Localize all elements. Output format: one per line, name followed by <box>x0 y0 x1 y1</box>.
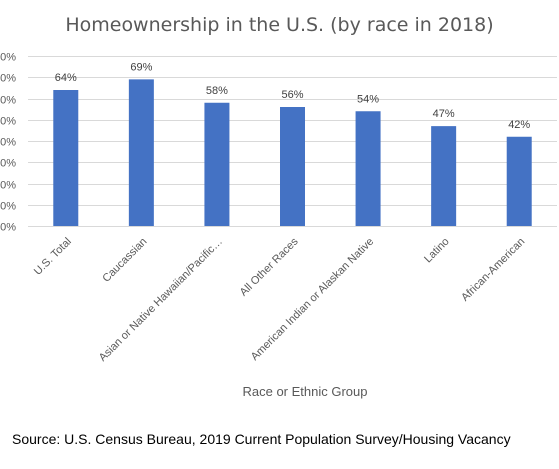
data-label: 54% <box>357 93 379 105</box>
data-label: 47% <box>433 108 455 120</box>
x-category-label: All Other Races <box>238 235 301 298</box>
x-category-label: Caucassian <box>100 236 149 285</box>
bar <box>506 136 532 226</box>
y-tick-label: 70% <box>0 73 16 85</box>
bar <box>355 111 381 226</box>
chart-title: Homeownership in the U.S. (by race in 20… <box>65 14 493 36</box>
data-labels: 64% 69% 58% 56% 54% 47% 42% <box>55 61 531 130</box>
bar <box>431 126 457 226</box>
data-label: 64% <box>55 72 77 84</box>
y-axis-ticks: 0% 10% 20% 30% 40% 50% 60% 70% 80% <box>0 52 16 234</box>
x-category-label: American Indian or Alaskan Native <box>249 236 376 363</box>
y-tick-label: 30% <box>0 158 16 170</box>
data-label: 56% <box>281 89 303 101</box>
x-category-label: Latino <box>422 236 452 266</box>
bar <box>53 90 79 226</box>
y-tick-label: 80% <box>0 52 16 64</box>
y-tick-label: 20% <box>0 180 16 192</box>
bar <box>280 107 305 226</box>
y-tick-label: 50% <box>0 116 16 128</box>
x-category-label: Asian or Native Hawaiian/Pacific… <box>97 236 225 364</box>
x-category-label: African-American <box>459 236 527 304</box>
bar <box>204 102 230 226</box>
y-tick-label: 40% <box>0 137 16 149</box>
y-tick-label: 60% <box>0 95 16 107</box>
y-tick-label: 0% <box>0 222 16 234</box>
data-label: 69% <box>130 61 152 73</box>
data-label: 58% <box>206 85 228 97</box>
bars <box>53 79 532 226</box>
bar <box>128 79 154 226</box>
x-axis-title: Race or Ethnic Group <box>242 384 367 399</box>
x-category-label: U.S. Total <box>32 236 74 278</box>
data-label: 42% <box>508 119 530 131</box>
y-tick-label: 10% <box>0 201 16 213</box>
source-footnote: Source: U.S. Census Bureau, 2019 Current… <box>12 431 511 447</box>
